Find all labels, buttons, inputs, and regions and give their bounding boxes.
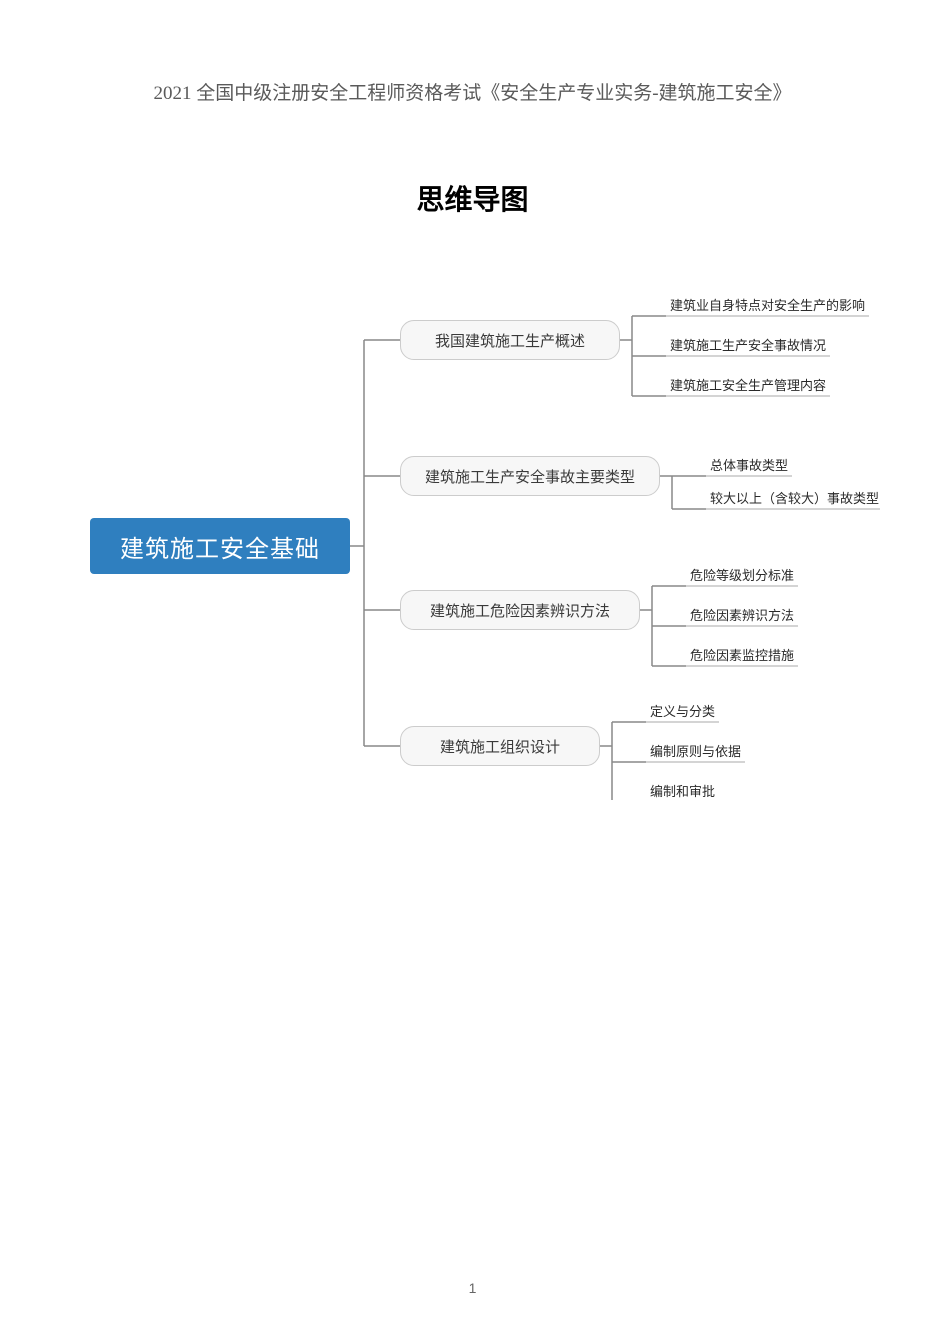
mindmap-root-node: 建筑施工安全基础 [90,518,350,574]
page-title: 思维导图 [0,178,945,218]
mindmap-leaf: 建筑业自身特点对安全生产的影响 [670,295,865,314]
mindmap-leaf: 危险等级划分标准 [690,565,794,584]
mindmap-branch-node: 建筑施工组织设计 [400,726,600,766]
mindmap-leaf: 编制原则与依据 [650,741,741,760]
mindmap-leaf: 编制和审批 [650,781,715,800]
mindmap-diagram: 建筑施工安全基础 我国建筑施工生产概述建筑施工生产安全事故主要类型建筑施工危险因素… [90,260,880,800]
mindmap-leaf: 建筑施工生产安全事故情况 [670,335,826,354]
mindmap-branch-node: 建筑施工危险因素辨识方法 [400,590,640,630]
mindmap-leaf: 定义与分类 [650,701,715,720]
mindmap-leaf: 危险因素辨识方法 [690,605,794,624]
mindmap-leaf: 危险因素监控措施 [690,645,794,664]
mindmap-branch-node: 我国建筑施工生产概述 [400,320,620,360]
document-page: 2021 全国中级注册安全工程师资格考试《安全生产专业实务-建筑施工安全》 思维… [0,0,945,1326]
mindmap-leaf: 建筑施工安全生产管理内容 [670,375,826,394]
document-header: 2021 全国中级注册安全工程师资格考试《安全生产专业实务-建筑施工安全》 [0,78,945,105]
mindmap-leaf: 较大以上（含较大）事故类型 [710,488,879,507]
mindmap-branch-node: 建筑施工生产安全事故主要类型 [400,456,660,496]
page-number: 1 [0,1280,945,1296]
mindmap-leaf: 总体事故类型 [710,455,788,474]
